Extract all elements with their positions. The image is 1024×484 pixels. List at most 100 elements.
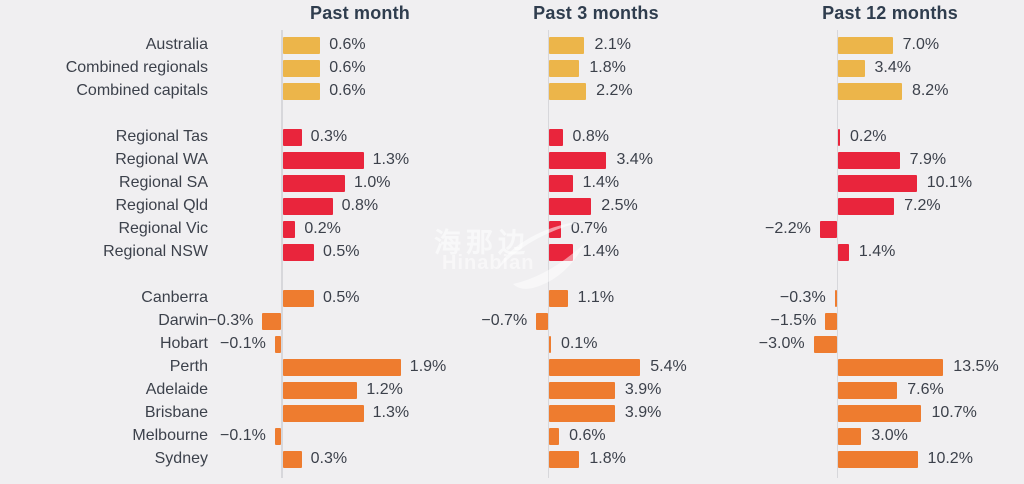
value-label: 1.3% — [372, 151, 410, 168]
bar — [549, 382, 615, 399]
category-label: Regional Qld — [115, 197, 209, 214]
category-label: Darwin — [158, 312, 208, 329]
category-label: Regional SA — [119, 174, 208, 191]
value-label: 0.8% — [341, 197, 379, 214]
bar — [549, 221, 561, 238]
value-label: 1.2% — [366, 381, 403, 398]
bar — [283, 83, 321, 100]
bar — [549, 336, 551, 353]
bar — [838, 37, 893, 54]
bar — [549, 37, 585, 54]
value-label: 5.4% — [650, 358, 687, 375]
bar — [283, 175, 345, 192]
bar — [262, 313, 281, 330]
bar — [549, 451, 580, 468]
bar — [813, 336, 837, 353]
value-label: 3.4% — [616, 151, 653, 168]
value-label: 0.6% — [569, 427, 606, 444]
value-label: 7.6% — [907, 381, 944, 398]
value-label: 1.4% — [582, 174, 620, 191]
bar — [549, 175, 573, 192]
category-label: Australia — [145, 36, 208, 53]
bar — [549, 60, 580, 77]
panel-header-past-month: Past month — [309, 3, 411, 23]
value-label: 0.8% — [572, 128, 609, 145]
value-label: 0.5% — [323, 289, 360, 306]
value-label: −0.3% — [779, 289, 826, 306]
category-label: Regional NSW — [103, 243, 208, 260]
bar — [838, 83, 902, 100]
value-label: 1.8% — [589, 59, 626, 76]
value-label: 2.2% — [596, 82, 633, 99]
value-label: 8.2% — [911, 82, 949, 99]
bar — [838, 175, 917, 192]
bar — [549, 152, 607, 169]
bar — [549, 290, 568, 307]
bar — [283, 37, 321, 54]
category-label: Perth — [169, 358, 208, 375]
category-label: Hobart — [159, 335, 208, 352]
value-label: 3.9% — [624, 404, 662, 421]
value-label: 0.2% — [850, 128, 887, 145]
value-label: 1.8% — [589, 450, 626, 467]
bar — [838, 428, 862, 445]
value-label: 7.0% — [902, 36, 940, 53]
category-label: Regional Tas — [115, 128, 208, 145]
value-label: −1.5% — [770, 312, 817, 329]
axis-line — [281, 30, 283, 478]
bar — [549, 359, 641, 376]
value-label: 1.1% — [577, 289, 615, 306]
value-label: 2.5% — [601, 197, 638, 214]
bar — [549, 405, 615, 422]
value-label: 3.4% — [874, 59, 911, 76]
panel-header-past-3-months: Past 3 months — [533, 3, 659, 23]
category-label: Regional WA — [115, 151, 208, 168]
value-label: 0.5% — [323, 243, 360, 260]
bar — [819, 221, 837, 238]
bar — [283, 290, 314, 307]
bar — [834, 290, 837, 307]
value-label: 0.7% — [570, 220, 608, 237]
bar — [274, 336, 281, 353]
bar — [536, 313, 548, 330]
bar — [283, 244, 314, 261]
value-label: 7.2% — [904, 197, 941, 214]
value-label: −0.7% — [481, 312, 528, 329]
bar — [283, 60, 321, 77]
bar — [838, 129, 840, 146]
value-label: 3.9% — [624, 381, 662, 398]
value-label: 0.6% — [329, 36, 366, 53]
value-label: 1.9% — [409, 358, 447, 375]
value-label: 10.1% — [926, 174, 973, 191]
bar — [283, 405, 364, 422]
value-label: 1.4% — [858, 243, 896, 260]
value-label: −3.0% — [758, 335, 805, 352]
bar — [283, 382, 358, 399]
watermark-latin-text: Hinabian — [442, 252, 535, 274]
value-label: 2.1% — [594, 36, 631, 53]
bar — [283, 198, 333, 215]
bar — [283, 152, 364, 169]
bar — [283, 129, 302, 146]
value-label: 0.6% — [329, 59, 366, 76]
bar — [838, 359, 944, 376]
category-label: Brisbane — [144, 404, 208, 421]
value-label: 13.5% — [953, 358, 999, 375]
panel-header-past-12-months: Past 12 months — [822, 3, 958, 23]
value-label: −2.2% — [765, 220, 811, 237]
bar — [838, 451, 918, 468]
value-label: 0.3% — [310, 128, 348, 145]
value-label: 0.2% — [304, 220, 341, 237]
bar — [549, 83, 587, 100]
bar — [838, 405, 922, 422]
category-label: Sydney — [154, 450, 208, 467]
value-label: −0.1% — [220, 335, 266, 352]
value-label: 0.1% — [561, 335, 598, 352]
category-label: Melbourne — [132, 427, 208, 444]
value-label: 10.7% — [931, 404, 977, 421]
watermark-cjk-text: 海那边 — [434, 228, 530, 258]
value-label: 7.9% — [909, 151, 947, 168]
value-label: −0.3% — [207, 312, 254, 329]
bar — [549, 198, 592, 215]
